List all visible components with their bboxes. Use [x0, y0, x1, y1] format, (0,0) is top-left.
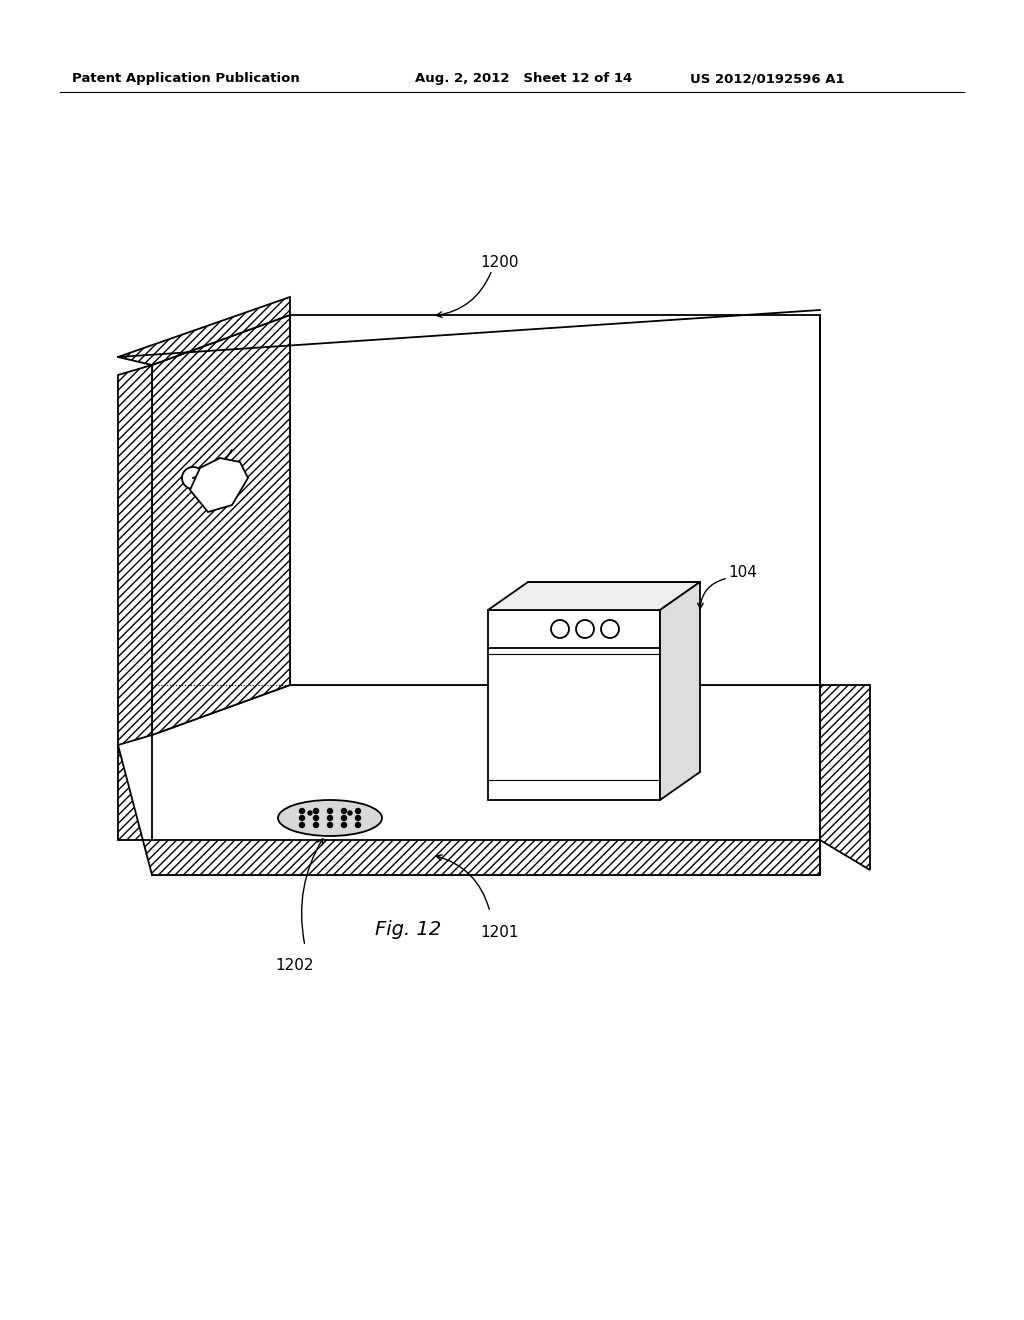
Circle shape	[313, 822, 318, 828]
Circle shape	[299, 808, 304, 813]
Circle shape	[355, 816, 360, 821]
Circle shape	[313, 808, 318, 813]
Polygon shape	[152, 315, 290, 735]
Circle shape	[328, 816, 333, 821]
Text: US 2012/0192596 A1: US 2012/0192596 A1	[690, 73, 845, 84]
Polygon shape	[118, 297, 290, 366]
Circle shape	[313, 816, 318, 821]
Ellipse shape	[278, 800, 382, 836]
Polygon shape	[118, 744, 820, 875]
Circle shape	[348, 810, 352, 814]
Circle shape	[341, 816, 346, 821]
Polygon shape	[290, 315, 820, 685]
Circle shape	[182, 467, 204, 488]
Circle shape	[341, 822, 346, 828]
Polygon shape	[190, 458, 248, 512]
Circle shape	[308, 810, 312, 814]
Polygon shape	[118, 366, 152, 744]
Circle shape	[575, 620, 594, 638]
Circle shape	[328, 822, 333, 828]
Polygon shape	[820, 685, 870, 870]
Text: 104: 104	[728, 565, 757, 579]
Polygon shape	[152, 685, 820, 875]
Text: 1201: 1201	[480, 925, 518, 940]
Circle shape	[341, 808, 346, 813]
Circle shape	[355, 822, 360, 828]
Circle shape	[328, 808, 333, 813]
Polygon shape	[488, 582, 700, 610]
Text: 1202: 1202	[275, 958, 313, 973]
Text: Fig. 12: Fig. 12	[375, 920, 441, 939]
Text: 1200: 1200	[480, 255, 518, 271]
Circle shape	[355, 808, 360, 813]
Text: Patent Application Publication: Patent Application Publication	[72, 73, 300, 84]
Polygon shape	[488, 610, 660, 800]
Polygon shape	[660, 582, 700, 800]
Circle shape	[299, 822, 304, 828]
Text: Aug. 2, 2012   Sheet 12 of 14: Aug. 2, 2012 Sheet 12 of 14	[415, 73, 632, 84]
Circle shape	[601, 620, 618, 638]
Circle shape	[551, 620, 569, 638]
Circle shape	[299, 816, 304, 821]
